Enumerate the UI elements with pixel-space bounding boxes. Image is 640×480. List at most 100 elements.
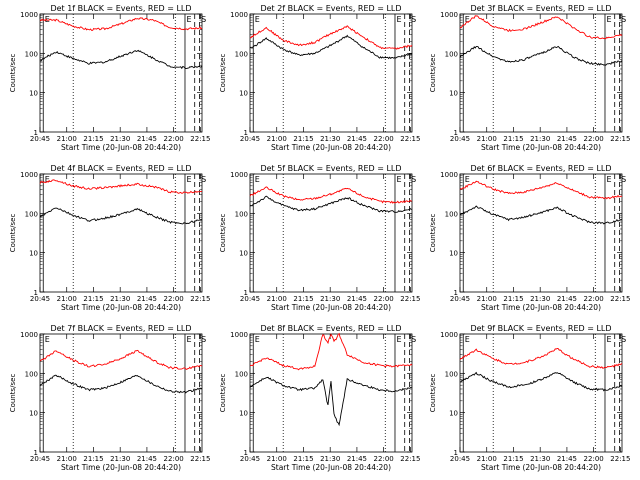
series-line-events-black <box>249 34 413 60</box>
x-axis-label: Start Time (20-Jun-08 20:44:20) <box>481 303 601 312</box>
x-tick-label: 22:00 <box>584 295 604 303</box>
y-tick-label: 100 <box>25 210 38 218</box>
x-tick-label: 21:30 <box>110 455 130 463</box>
time-marker-label: E <box>465 15 470 24</box>
x-tick-label: 20:45 <box>450 295 470 303</box>
time-marker-label: S <box>411 15 416 24</box>
series-line-events-black <box>459 45 623 66</box>
time-marker-label: E <box>465 335 470 344</box>
panel-det-9: Det 9f BLACK = Events, RED = LLD 1 10 100 10… <box>429 324 630 472</box>
y-tick-label: 1 <box>34 129 38 137</box>
y-tick-label: 1 <box>454 449 458 457</box>
series-line-events-black <box>249 195 413 213</box>
panel-title: Det 2f BLACK = Events, RED = LLD <box>260 4 401 13</box>
x-tick-label: 22:00 <box>164 455 184 463</box>
x-tick-label: 22:15 <box>610 455 630 463</box>
x-tick-label: 21:45 <box>137 135 157 143</box>
y-axis-label: Counts/sec <box>429 214 437 253</box>
x-tick-label: 21:30 <box>110 135 130 143</box>
y-tick-label: 1 <box>244 289 248 297</box>
x-tick-label: 21:00 <box>477 455 497 463</box>
y-tick-label: 100 <box>25 50 38 58</box>
panel-title: Det 9f BLACK = Events, RED = LLD <box>470 324 611 333</box>
x-tick-label: 21:30 <box>530 295 550 303</box>
x-axis-label: Start Time (20-Jun-08 20:44:20) <box>61 143 181 152</box>
x-tick-label: 20:45 <box>30 455 50 463</box>
y-tick-label: 100 <box>235 50 248 58</box>
y-tick-label: 1000 <box>440 11 458 19</box>
y-tick-label: 1 <box>34 449 38 457</box>
time-marker-label: S <box>201 335 206 344</box>
panel-title: Det 4f BLACK = Events, RED = LLD <box>50 164 191 173</box>
series-line-lld-red <box>39 17 203 31</box>
x-tick-label: 22:15 <box>190 455 210 463</box>
x-tick-label: 21:15 <box>83 455 103 463</box>
x-tick-label: 21:15 <box>83 135 103 143</box>
x-axis-label: Start Time (20-Jun-08 20:44:20) <box>271 143 391 152</box>
x-tick-label: 21:45 <box>347 455 367 463</box>
x-tick-label: 21:30 <box>110 295 130 303</box>
x-tick-label: 21:30 <box>320 135 340 143</box>
time-marker-label: S <box>411 335 416 344</box>
y-axis-label: Counts/sec <box>219 374 227 413</box>
y-tick-label: 10 <box>449 250 458 258</box>
panel-det-8: Det 8f BLACK = Events, RED = LLD 1 10 100 10… <box>219 324 420 472</box>
x-tick-label: 21:00 <box>267 135 287 143</box>
panel-title: Det 5f BLACK = Events, RED = LLD <box>260 164 401 173</box>
y-axis-label: Counts/sec <box>219 214 227 253</box>
x-axis-label: Start Time (20-Jun-08 20:44:20) <box>481 463 601 472</box>
series-line-lld-red <box>459 180 623 200</box>
panel-det-4: Det 4f BLACK = Events, RED = LLD 1 10 100 10… <box>9 164 210 312</box>
time-marker-label: E <box>396 15 401 24</box>
panel-title: Det 8f BLACK = Events, RED = LLD <box>260 324 401 333</box>
x-tick-label: 21:00 <box>267 295 287 303</box>
y-axis-label: Counts/sec <box>429 374 437 413</box>
x-tick-label: 22:00 <box>164 295 184 303</box>
time-marker-label: E <box>186 175 191 184</box>
plot-frame <box>39 333 203 453</box>
x-tick-label: 21:15 <box>293 135 313 143</box>
time-marker-label: E <box>606 15 611 24</box>
x-tick-label: 22:15 <box>400 455 420 463</box>
time-marker-label: E <box>255 15 260 24</box>
x-axis-label: Start Time (20-Jun-08 20:44:20) <box>481 143 601 152</box>
x-tick-label: 21:45 <box>557 135 577 143</box>
x-tick-label: 22:15 <box>610 135 630 143</box>
panel-title: Det 3f BLACK = Events, RED = LLD <box>470 4 611 13</box>
series-line-lld-red <box>249 332 413 371</box>
time-marker-label: E <box>465 175 470 184</box>
panel-det-7: Det 7f BLACK = Events, RED = LLD 1 10 100 10… <box>9 324 210 472</box>
x-tick-label: 21:45 <box>137 295 157 303</box>
panel-title: Det 7f BLACK = Events, RED = LLD <box>50 324 191 333</box>
time-marker-label: E <box>396 335 401 344</box>
time-marker-label: E <box>606 335 611 344</box>
x-tick-label: 21:30 <box>320 455 340 463</box>
x-axis-label: Start Time (20-Jun-08 20:44:20) <box>61 463 181 472</box>
y-axis-label: Counts/sec <box>9 214 17 253</box>
x-tick-label: 21:30 <box>530 455 550 463</box>
x-tick-label: 22:15 <box>400 135 420 143</box>
time-marker-label: E <box>45 175 50 184</box>
y-axis-label: Counts/sec <box>429 54 437 93</box>
series-line-events-black <box>39 207 203 225</box>
x-tick-label: 21:15 <box>503 135 523 143</box>
series-line-lld-red <box>459 348 623 369</box>
time-marker-label: S <box>621 15 626 24</box>
x-tick-label: 20:45 <box>240 295 260 303</box>
y-tick-label: 1000 <box>230 11 248 19</box>
x-tick-label: 21:00 <box>477 295 497 303</box>
series-line-events-black <box>39 374 203 394</box>
x-tick-label: 21:30 <box>530 135 550 143</box>
y-tick-label: 1 <box>244 449 248 457</box>
time-marker-label: S <box>621 175 626 184</box>
plot-frame <box>459 333 623 453</box>
panel-det-1: Det 1f BLACK = Events, RED = LLD 1 10 100 10… <box>9 4 210 152</box>
panel-det-3: Det 3f BLACK = Events, RED = LLD 1 10 100 10… <box>429 4 630 152</box>
y-tick-label: 1 <box>244 129 248 137</box>
x-tick-label: 21:45 <box>137 455 157 463</box>
x-tick-label: 21:15 <box>503 295 523 303</box>
time-marker-label: S <box>201 15 206 24</box>
x-tick-label: 20:45 <box>240 455 260 463</box>
plot-frame <box>249 333 413 453</box>
